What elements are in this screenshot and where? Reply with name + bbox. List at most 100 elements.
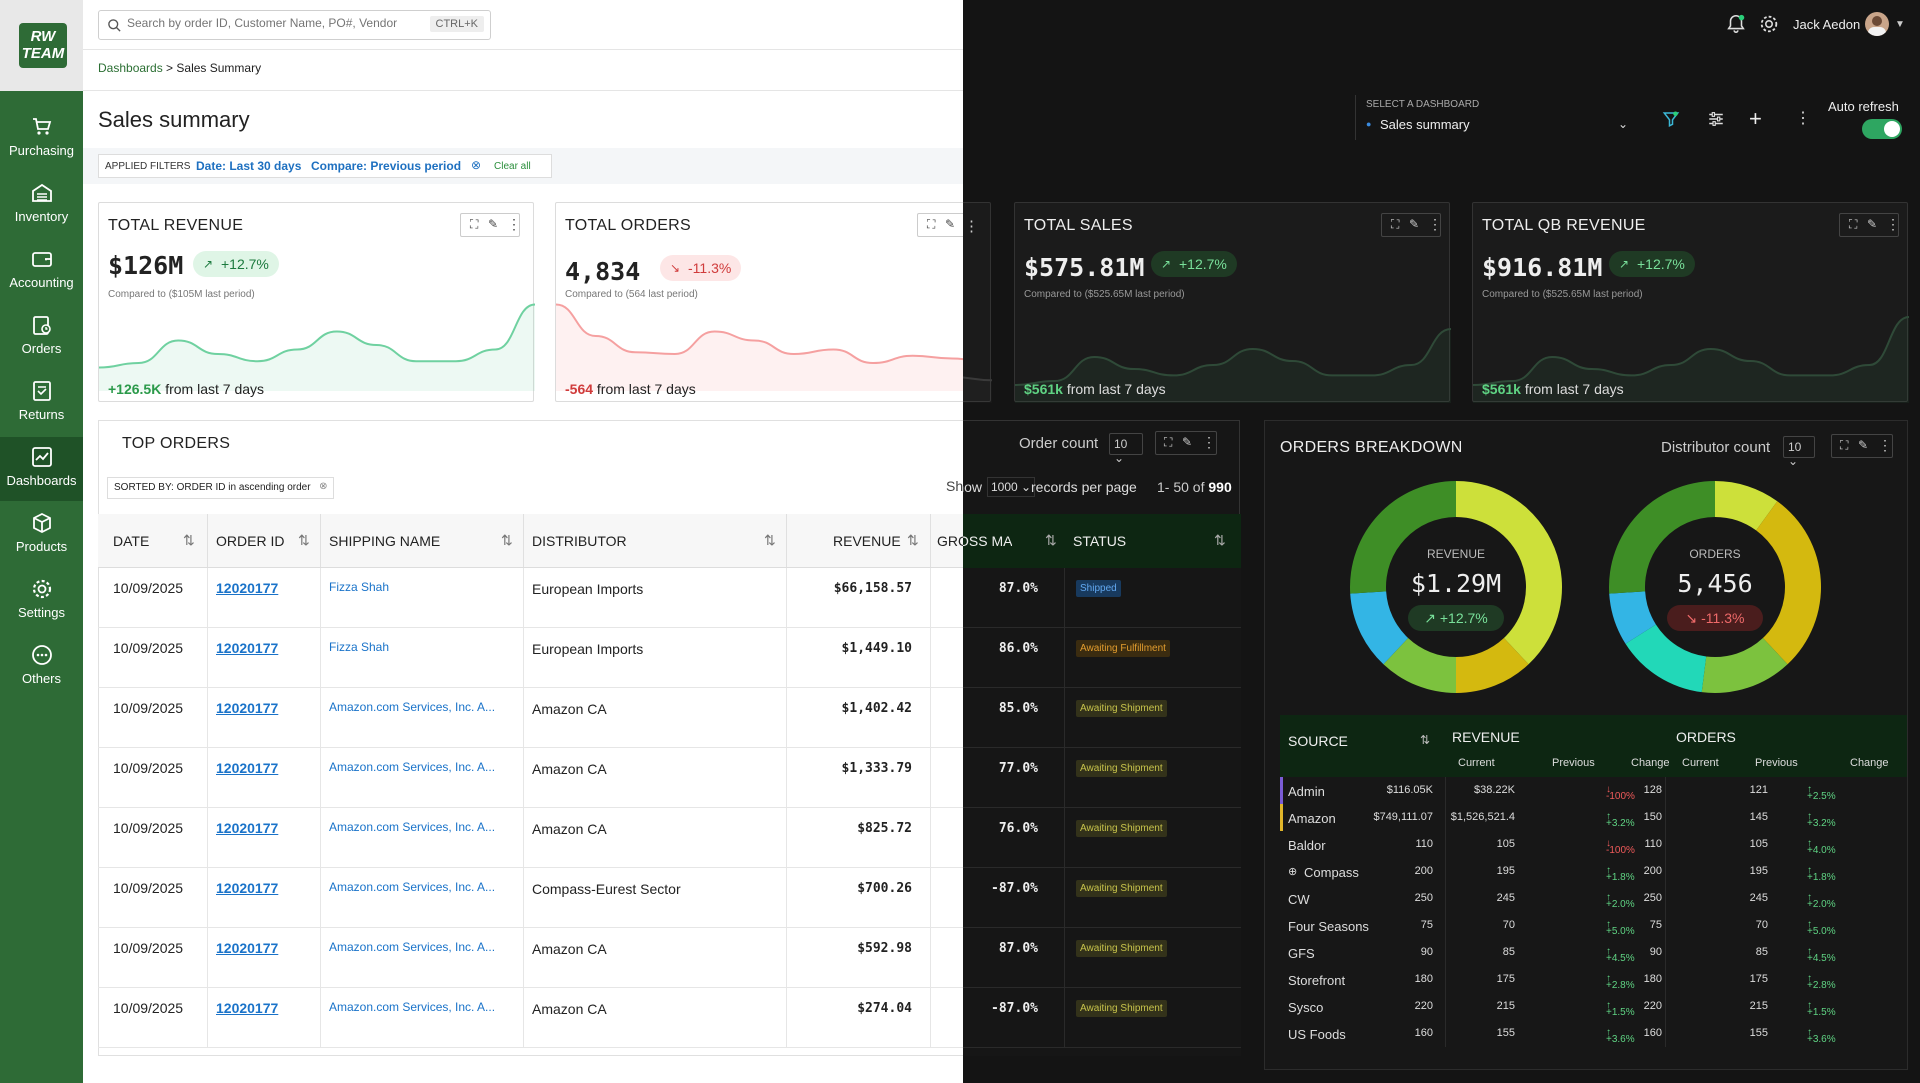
status-header[interactable]: STATUS xyxy=(1073,533,1127,549)
expand-icon[interactable]: ⛶ xyxy=(470,217,479,231)
expand-icon[interactable]: ⛶ xyxy=(1849,217,1858,231)
table-row-dark[interactable]: 76.0% Awaiting Shipment xyxy=(963,808,1241,868)
remove-sort-icon[interactable]: ⊗ xyxy=(319,481,328,492)
order-id-link[interactable]: 12020177 xyxy=(216,700,279,716)
table-row[interactable]: 10/09/2025 12020177 Amazon.com Services, I… xyxy=(98,808,963,868)
dashboard-select[interactable]: SELECT A DASHBOARD ● Sales summary ⌄ xyxy=(1355,95,1635,140)
distributor-count-select[interactable]: 10 ⌄ xyxy=(1783,436,1815,468)
edit-icon[interactable]: ✎ xyxy=(488,217,499,231)
sort-icon[interactable]: ⇅ xyxy=(1214,532,1226,548)
table-row-dark[interactable]: -87.0% Awaiting Shipment xyxy=(963,988,1241,1048)
sidebar-item-inventory[interactable]: Inventory xyxy=(0,173,83,237)
sidebar-item-purchasing[interactable]: Purchasing xyxy=(0,107,83,171)
edit-icon[interactable]: ✎ xyxy=(1867,217,1878,231)
add-icon[interactable]: + xyxy=(1749,106,1762,131)
table-row[interactable]: 10/09/2025 12020177 Fizza Shah European Imp… xyxy=(98,568,963,628)
col-date[interactable]: DATE ⇅ xyxy=(98,514,208,567)
sidebar-item-orders[interactable]: Orders xyxy=(0,305,83,369)
order-id-link[interactable]: 12020177 xyxy=(216,640,279,656)
shipping-name-link[interactable]: Amazon.com Services, Inc. A... xyxy=(329,820,496,834)
order-id-link[interactable]: 12020177 xyxy=(216,760,279,776)
order-id-link[interactable]: 12020177 xyxy=(216,880,279,896)
user-menu-chevron-icon[interactable]: ▼ xyxy=(1895,19,1905,30)
auto-refresh-toggle[interactable] xyxy=(1862,119,1902,139)
more-vertical-icon[interactable]: ⋮ xyxy=(1878,437,1892,453)
breakdown-row[interactable]: US Foods 160 155 +3.6% ↑ 160 155 +3.6% ↑ xyxy=(1280,1020,1907,1047)
shipping-name-link[interactable]: Amazon.com Services, Inc. A... xyxy=(329,760,496,774)
col-distributor[interactable]: DISTRIBUTOR ⇅ xyxy=(524,514,787,567)
search-field[interactable] xyxy=(127,16,427,30)
breakdown-row[interactable]: Sysco 220 215 +1.5% ↑ 220 215 +1.5% ↑ xyxy=(1280,993,1907,1020)
breakdown-row[interactable]: CW 250 245 +2.0% ↑ 250 245 +2.0% ↑ xyxy=(1280,885,1907,912)
donut-segment[interactable] xyxy=(1609,591,1656,644)
table-row[interactable]: 10/09/2025 12020177 Amazon.com Services, I… xyxy=(98,688,963,748)
donut-segment[interactable] xyxy=(1350,481,1456,594)
breakdown-row[interactable]: Amazon $749,111.07 $1,526,521.4 +3.2% ↑ 150 1… xyxy=(1280,804,1907,831)
avatar[interactable] xyxy=(1865,12,1889,36)
user-name[interactable]: Jack Aedon xyxy=(1793,17,1861,32)
col-order-id[interactable]: ORDER ID ⇅ xyxy=(208,514,321,567)
table-row-dark[interactable]: 77.0% Awaiting Shipment xyxy=(963,748,1241,808)
clear-all-link[interactable]: Clear all xyxy=(494,161,531,172)
notification-bell-icon[interactable] xyxy=(1725,13,1747,35)
order-id-link[interactable]: 12020177 xyxy=(216,1000,279,1016)
order-id-link[interactable]: 12020177 xyxy=(216,580,279,596)
breakdown-row[interactable]: Four Seasons 75 70 +5.0% ↑ 75 70 +5.0% ↑ xyxy=(1280,912,1907,939)
edit-icon[interactable]: ✎ xyxy=(1858,438,1869,452)
table-row-dark[interactable]: 87.0% Awaiting Shipment xyxy=(963,928,1241,988)
more-vertical-icon[interactable]: ⋮ xyxy=(1202,434,1216,450)
shipping-name-link[interactable]: Fizza Shah xyxy=(329,580,390,594)
table-row-dark[interactable]: -87.0% Awaiting Shipment xyxy=(963,868,1241,928)
table-row[interactable]: 10/09/2025 12020177 Amazon.com Services, I… xyxy=(98,988,963,1048)
expand-icon[interactable]: ⛶ xyxy=(927,217,936,231)
gross-margin-header[interactable]: GROSS MARGIN xyxy=(937,533,1012,549)
filter-chip-date[interactable]: Date: Last 30 days xyxy=(196,159,302,173)
edit-icon[interactable]: ✎ xyxy=(1409,217,1420,231)
sort-icon[interactable]: ⇅ xyxy=(1420,733,1431,747)
breadcrumb-root[interactable]: Dashboards xyxy=(98,61,163,75)
search-input[interactable]: CTRL+K xyxy=(98,10,491,40)
table-row-dark[interactable]: 85.0% Awaiting Shipment xyxy=(963,688,1241,748)
sort-icon[interactable]: ⇅ xyxy=(1045,532,1057,548)
sidebar-item-others[interactable]: Others xyxy=(0,635,83,699)
breakdown-row[interactable]: Baldor 110 105 -100% ↓ 110 105 +4.0% ↑ xyxy=(1280,831,1907,858)
expand-icon[interactable]: ⛶ xyxy=(1391,217,1400,231)
orders-donut-chart[interactable] xyxy=(1607,479,1823,695)
more-vertical-icon[interactable]: ⋮ xyxy=(964,218,979,235)
expand-icon[interactable]: ⛶ xyxy=(1840,438,1849,452)
sidebar-item-returns[interactable]: Returns xyxy=(0,371,83,435)
order-id-link[interactable]: 12020177 xyxy=(216,820,279,836)
donut-segment[interactable] xyxy=(1350,591,1409,665)
table-row[interactable]: 10/09/2025 12020177 Fizza Shah European Imp… xyxy=(98,628,963,688)
breakdown-row[interactable]: Storefront 180 175 +2.8% ↑ 180 175 +2.8% ↑ xyxy=(1280,966,1907,993)
sidebar-item-products[interactable]: Products xyxy=(0,503,83,567)
order-count-select[interactable]: 10 ⌄ xyxy=(1109,433,1143,465)
donut-segment[interactable] xyxy=(1715,481,1778,531)
donut-segment[interactable] xyxy=(1456,481,1562,665)
adjust-sliders-icon[interactable] xyxy=(1707,110,1725,131)
table-row-dark[interactable]: 86.0% Awaiting Fulfillment xyxy=(963,628,1241,688)
col-shipping-name[interactable]: SHIPPING NAME ⇅ xyxy=(321,514,524,567)
filter-chip-compare[interactable]: Compare: Previous period xyxy=(311,159,462,173)
clear-filter-icon[interactable]: ⊗ xyxy=(471,158,482,172)
edit-icon[interactable]: ✎ xyxy=(945,217,956,231)
expand-row-icon[interactable]: ⊕ xyxy=(1288,866,1298,878)
more-vertical-icon[interactable]: ⋮ xyxy=(1428,216,1442,232)
filter-icon[interactable] xyxy=(1662,110,1680,131)
more-vertical-icon[interactable]: ⋮ xyxy=(1886,216,1900,232)
col-revenue[interactable]: REVENUE ⇅ xyxy=(787,514,931,567)
donut-segment[interactable] xyxy=(1756,501,1821,665)
order-id-link[interactable]: 12020177 xyxy=(216,940,279,956)
app-logo[interactable]: RW TEAM xyxy=(19,23,67,68)
shipping-name-link[interactable]: Amazon.com Services, Inc. A... xyxy=(329,940,496,954)
donut-segment[interactable] xyxy=(1383,638,1456,693)
breakdown-row[interactable]: GFS 90 85 +4.5% ↑ 90 85 +4.5% ↑ xyxy=(1280,939,1907,966)
table-row[interactable]: 10/09/2025 12020177 Amazon.com Services, I… xyxy=(98,748,963,808)
sidebar-item-settings[interactable]: Settings xyxy=(0,569,83,633)
expand-icon[interactable]: ⛶ xyxy=(1164,435,1173,449)
more-vertical-icon[interactable]: ⋮ xyxy=(1795,110,1811,127)
breakdown-row[interactable]: Admin $116.05K $38.22K -100% ↓ 128 121 +2.5% ↑ xyxy=(1280,777,1907,804)
per-page-select[interactable]: 1000 ⌄ xyxy=(987,477,1036,497)
table-row-dark[interactable]: 87.0% Shipped xyxy=(963,568,1241,628)
settings-gear-icon[interactable] xyxy=(1758,13,1780,35)
